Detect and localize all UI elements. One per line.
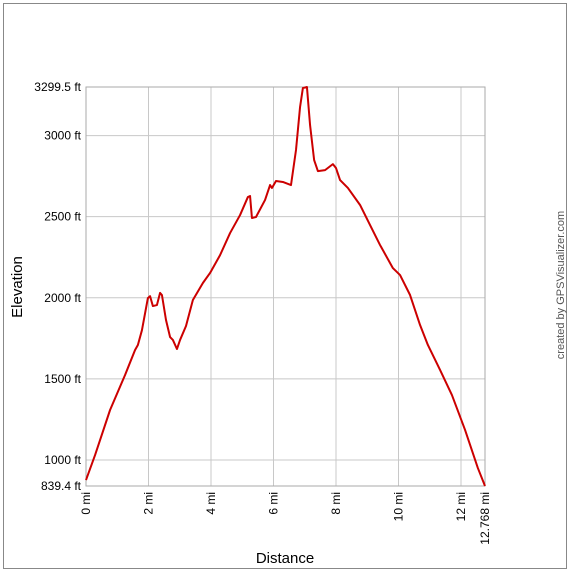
- plot-border: [85, 86, 486, 487]
- x-tick-label: 2 mi: [142, 492, 156, 515]
- y-axis-label: Elevation: [9, 256, 26, 318]
- y-tick-label: 3000 ft: [44, 129, 81, 143]
- frame: [3, 3, 567, 569]
- y-tick-label: 2000 ft: [44, 291, 81, 305]
- y-tick-label: 3299.5 ft: [34, 80, 81, 94]
- x-tick-label: 0 mi: [79, 492, 93, 515]
- y-tick-label: 2500 ft: [44, 210, 81, 224]
- y-tick-label: 1500 ft: [44, 372, 81, 386]
- x-tick-label: 12 mi: [454, 492, 468, 521]
- y-tick-label: 1000 ft: [44, 453, 81, 467]
- credit: created by GPSVisualizer.com: [555, 211, 567, 359]
- x-tick-label: 4 mi: [204, 492, 218, 515]
- y-tick-label: 839.4 ft: [41, 479, 82, 493]
- x-tick-label: 6 mi: [267, 492, 281, 515]
- x-axis-label: Distance: [256, 550, 314, 567]
- x-tick-label: 10 mi: [392, 492, 406, 521]
- x-tick-label: 12.768 mi: [478, 492, 492, 545]
- elevation-line: [85, 86, 486, 487]
- x-tick-label: 8 mi: [329, 492, 343, 515]
